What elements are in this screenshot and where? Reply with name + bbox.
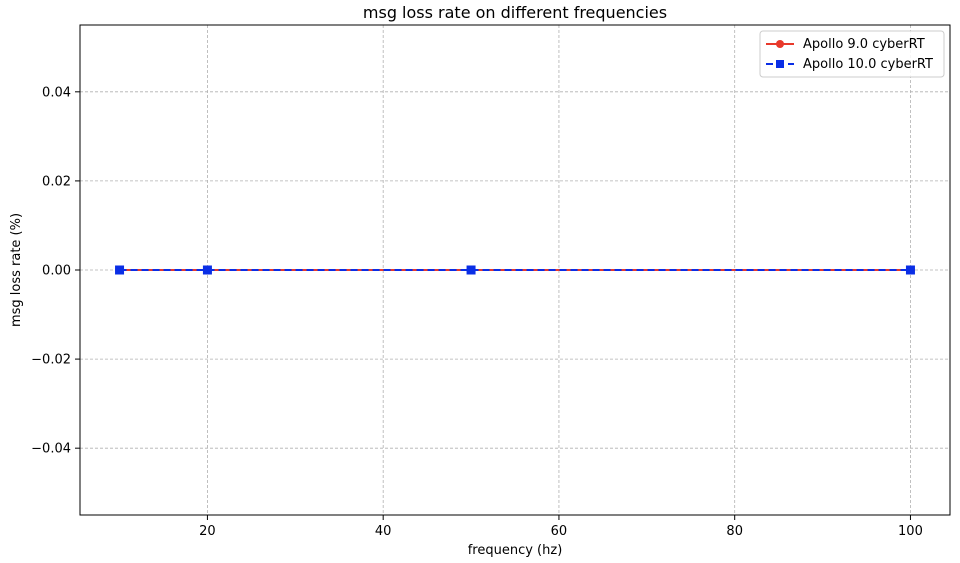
series-layer bbox=[115, 265, 915, 275]
legend-marker-apollo-9 bbox=[776, 40, 784, 48]
x-tick-label: 100 bbox=[898, 524, 923, 539]
y-tick-label: 0.00 bbox=[42, 264, 71, 279]
x-axis-label: frequency (hz) bbox=[468, 543, 563, 558]
y-axis-label: msg loss rate (%) bbox=[9, 213, 24, 327]
y-tick-label: −0.02 bbox=[31, 353, 71, 368]
data-point-1-2 bbox=[466, 265, 476, 275]
legend-label-apollo-9: Apollo 9.0 cyberRT bbox=[803, 37, 925, 52]
y-tick-label: −0.04 bbox=[31, 442, 71, 457]
y-tick-label: 0.04 bbox=[42, 85, 71, 100]
x-tick-label: 40 bbox=[375, 524, 392, 539]
chart-title: msg loss rate on different frequencies bbox=[363, 3, 667, 22]
data-point-1-0 bbox=[115, 265, 125, 275]
y-tick-label: 0.02 bbox=[42, 174, 71, 189]
x-tick-label: 20 bbox=[199, 524, 216, 539]
data-point-1-1 bbox=[202, 265, 212, 275]
legend-label-apollo-10: Apollo 10.0 cyberRT bbox=[803, 57, 933, 72]
x-tick-label: 60 bbox=[551, 524, 568, 539]
legend-box bbox=[759, 30, 945, 78]
axis-ticks: 20 40 60 80 100 −0.04 −0.02 0.00 0.02 0.04 bbox=[31, 85, 923, 539]
data-point-1-3 bbox=[905, 265, 915, 275]
legend-marker-apollo-10 bbox=[776, 60, 784, 68]
legend: Apollo 9.0 cyberRT Apollo 10.0 cyberRT bbox=[759, 30, 945, 78]
x-tick-label: 80 bbox=[726, 524, 743, 539]
